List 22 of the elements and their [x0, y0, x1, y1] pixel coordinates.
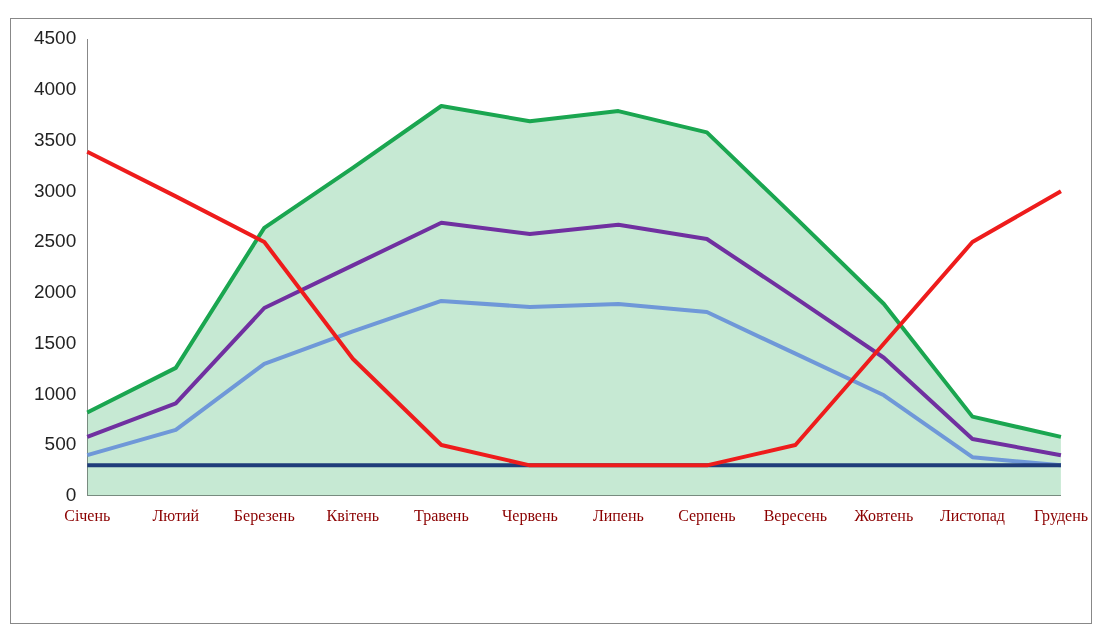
y-tick-label: 0	[65, 484, 77, 506]
x-tick-label: Червень	[501, 506, 558, 525]
x-tick-label: Березень	[233, 506, 295, 525]
x-tick-label: Вересень	[763, 506, 828, 525]
x-tick-label: Травень	[413, 506, 469, 525]
x-tick-label: Грудень	[1033, 506, 1088, 525]
x-tick-label: Серпень	[678, 506, 736, 525]
y-tick-label: 3500	[33, 128, 77, 150]
y-tick-label: 3000	[33, 179, 77, 201]
x-tick-label: Лютий	[152, 506, 200, 524]
y-tick-label: 1000	[33, 382, 77, 404]
y-tick-label: 1500	[33, 331, 77, 353]
x-tick-label: Листопад	[939, 506, 1005, 525]
x-tick-label: Січень	[64, 506, 111, 524]
x-tick-label: Жовтень	[854, 506, 914, 524]
y-tick-label: 2000	[33, 281, 77, 303]
y-tick-label: 4500	[33, 27, 77, 49]
y-tick-label: 500	[44, 433, 77, 455]
x-tick-label: Квітень	[326, 506, 380, 524]
y-tick-label: 2500	[33, 230, 77, 252]
y-tick-label: 4000	[33, 77, 77, 99]
x-tick-label: Липень	[592, 506, 644, 524]
